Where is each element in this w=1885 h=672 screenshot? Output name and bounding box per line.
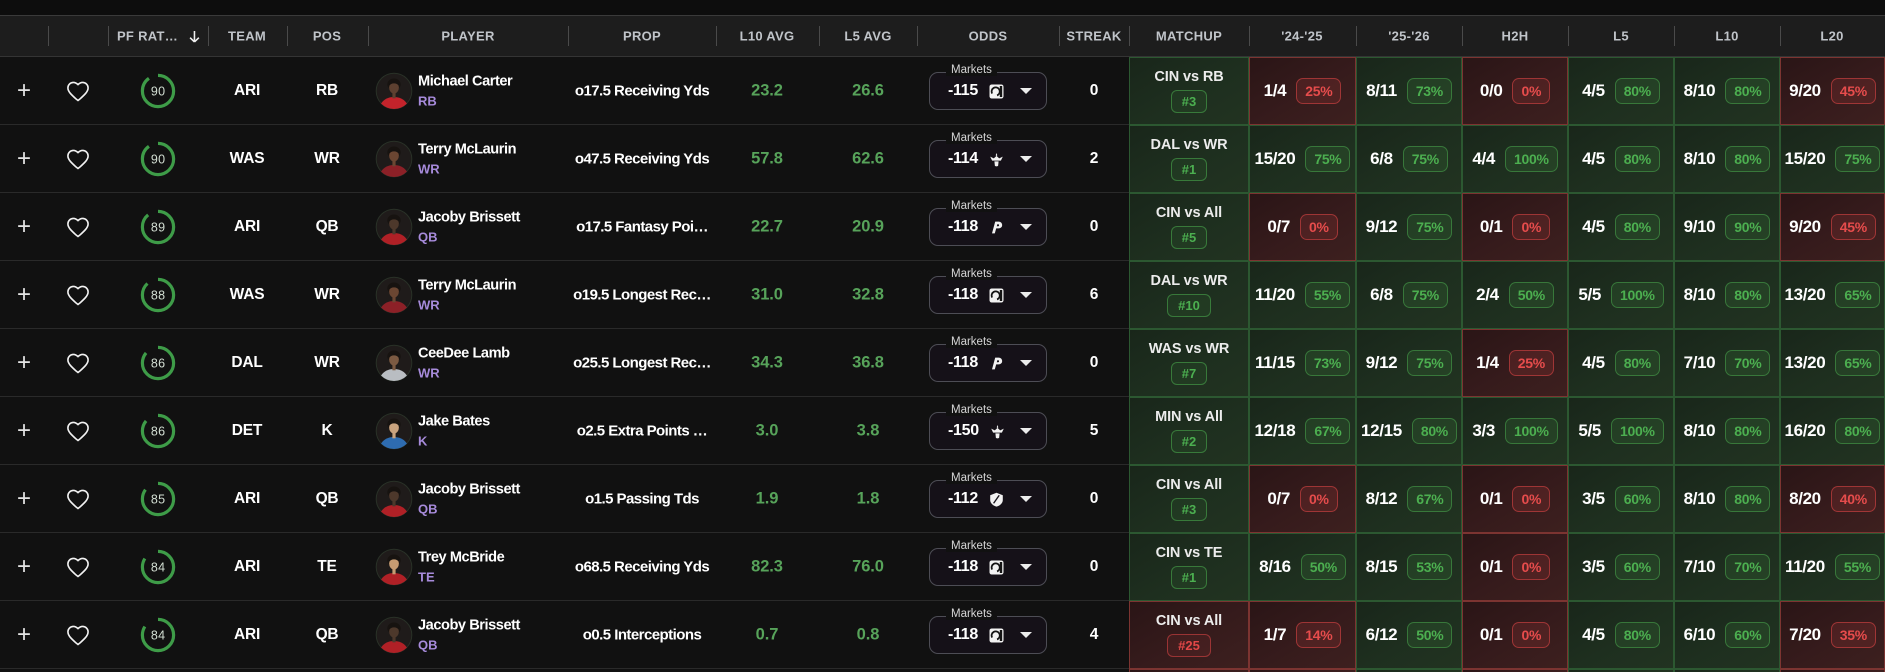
svg-text:84: 84	[151, 560, 166, 574]
svg-text:89: 89	[151, 220, 166, 234]
svg-text:86: 86	[151, 424, 166, 438]
svg-text:85: 85	[151, 492, 166, 506]
svg-text:86: 86	[151, 356, 166, 370]
svg-text:84: 84	[151, 628, 166, 642]
svg-text:88: 88	[151, 288, 166, 302]
svg-text:90: 90	[151, 84, 166, 98]
svg-text:90: 90	[151, 152, 166, 166]
